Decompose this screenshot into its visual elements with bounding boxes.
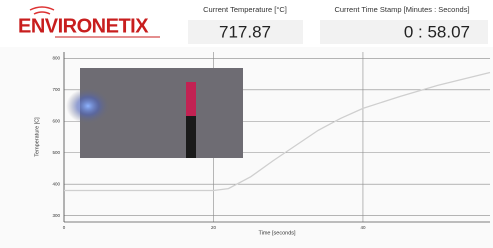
x-tick-label: 20 <box>211 225 217 230</box>
y-axis-label: Temperature [C] <box>34 117 40 157</box>
y-tick-label: 700 <box>52 87 60 92</box>
y-tick-label: 400 <box>52 181 60 186</box>
time-label: Current Time Stamp [Minutes : Seconds] <box>334 5 469 14</box>
x-axis-label: Time [seconds] <box>258 230 296 236</box>
page: ENVIRONETIX Current Temperature [°C] 717… <box>0 0 493 248</box>
y-tick-label: 800 <box>52 55 60 60</box>
probe-hot <box>186 82 196 116</box>
time-value: 0 : 58.07 <box>404 22 470 41</box>
y-tick-label: 600 <box>52 118 60 123</box>
y-tick-label: 300 <box>52 213 60 218</box>
x-tick-label: 40 <box>360 225 366 230</box>
temperature-value: 717.87 <box>219 22 271 41</box>
logo: ENVIRONETIX <box>5 6 170 42</box>
screen: ENVIRONETIX Current Temperature [°C] 717… <box>0 0 493 248</box>
chart-panel <box>0 47 493 248</box>
y-tick-label: 500 <box>52 150 60 155</box>
camera-image <box>66 68 243 158</box>
logo-text: ENVIRONETIX <box>18 15 149 37</box>
temperature-label: Current Temperature [°C] <box>203 5 287 14</box>
flame-glow <box>66 88 110 124</box>
